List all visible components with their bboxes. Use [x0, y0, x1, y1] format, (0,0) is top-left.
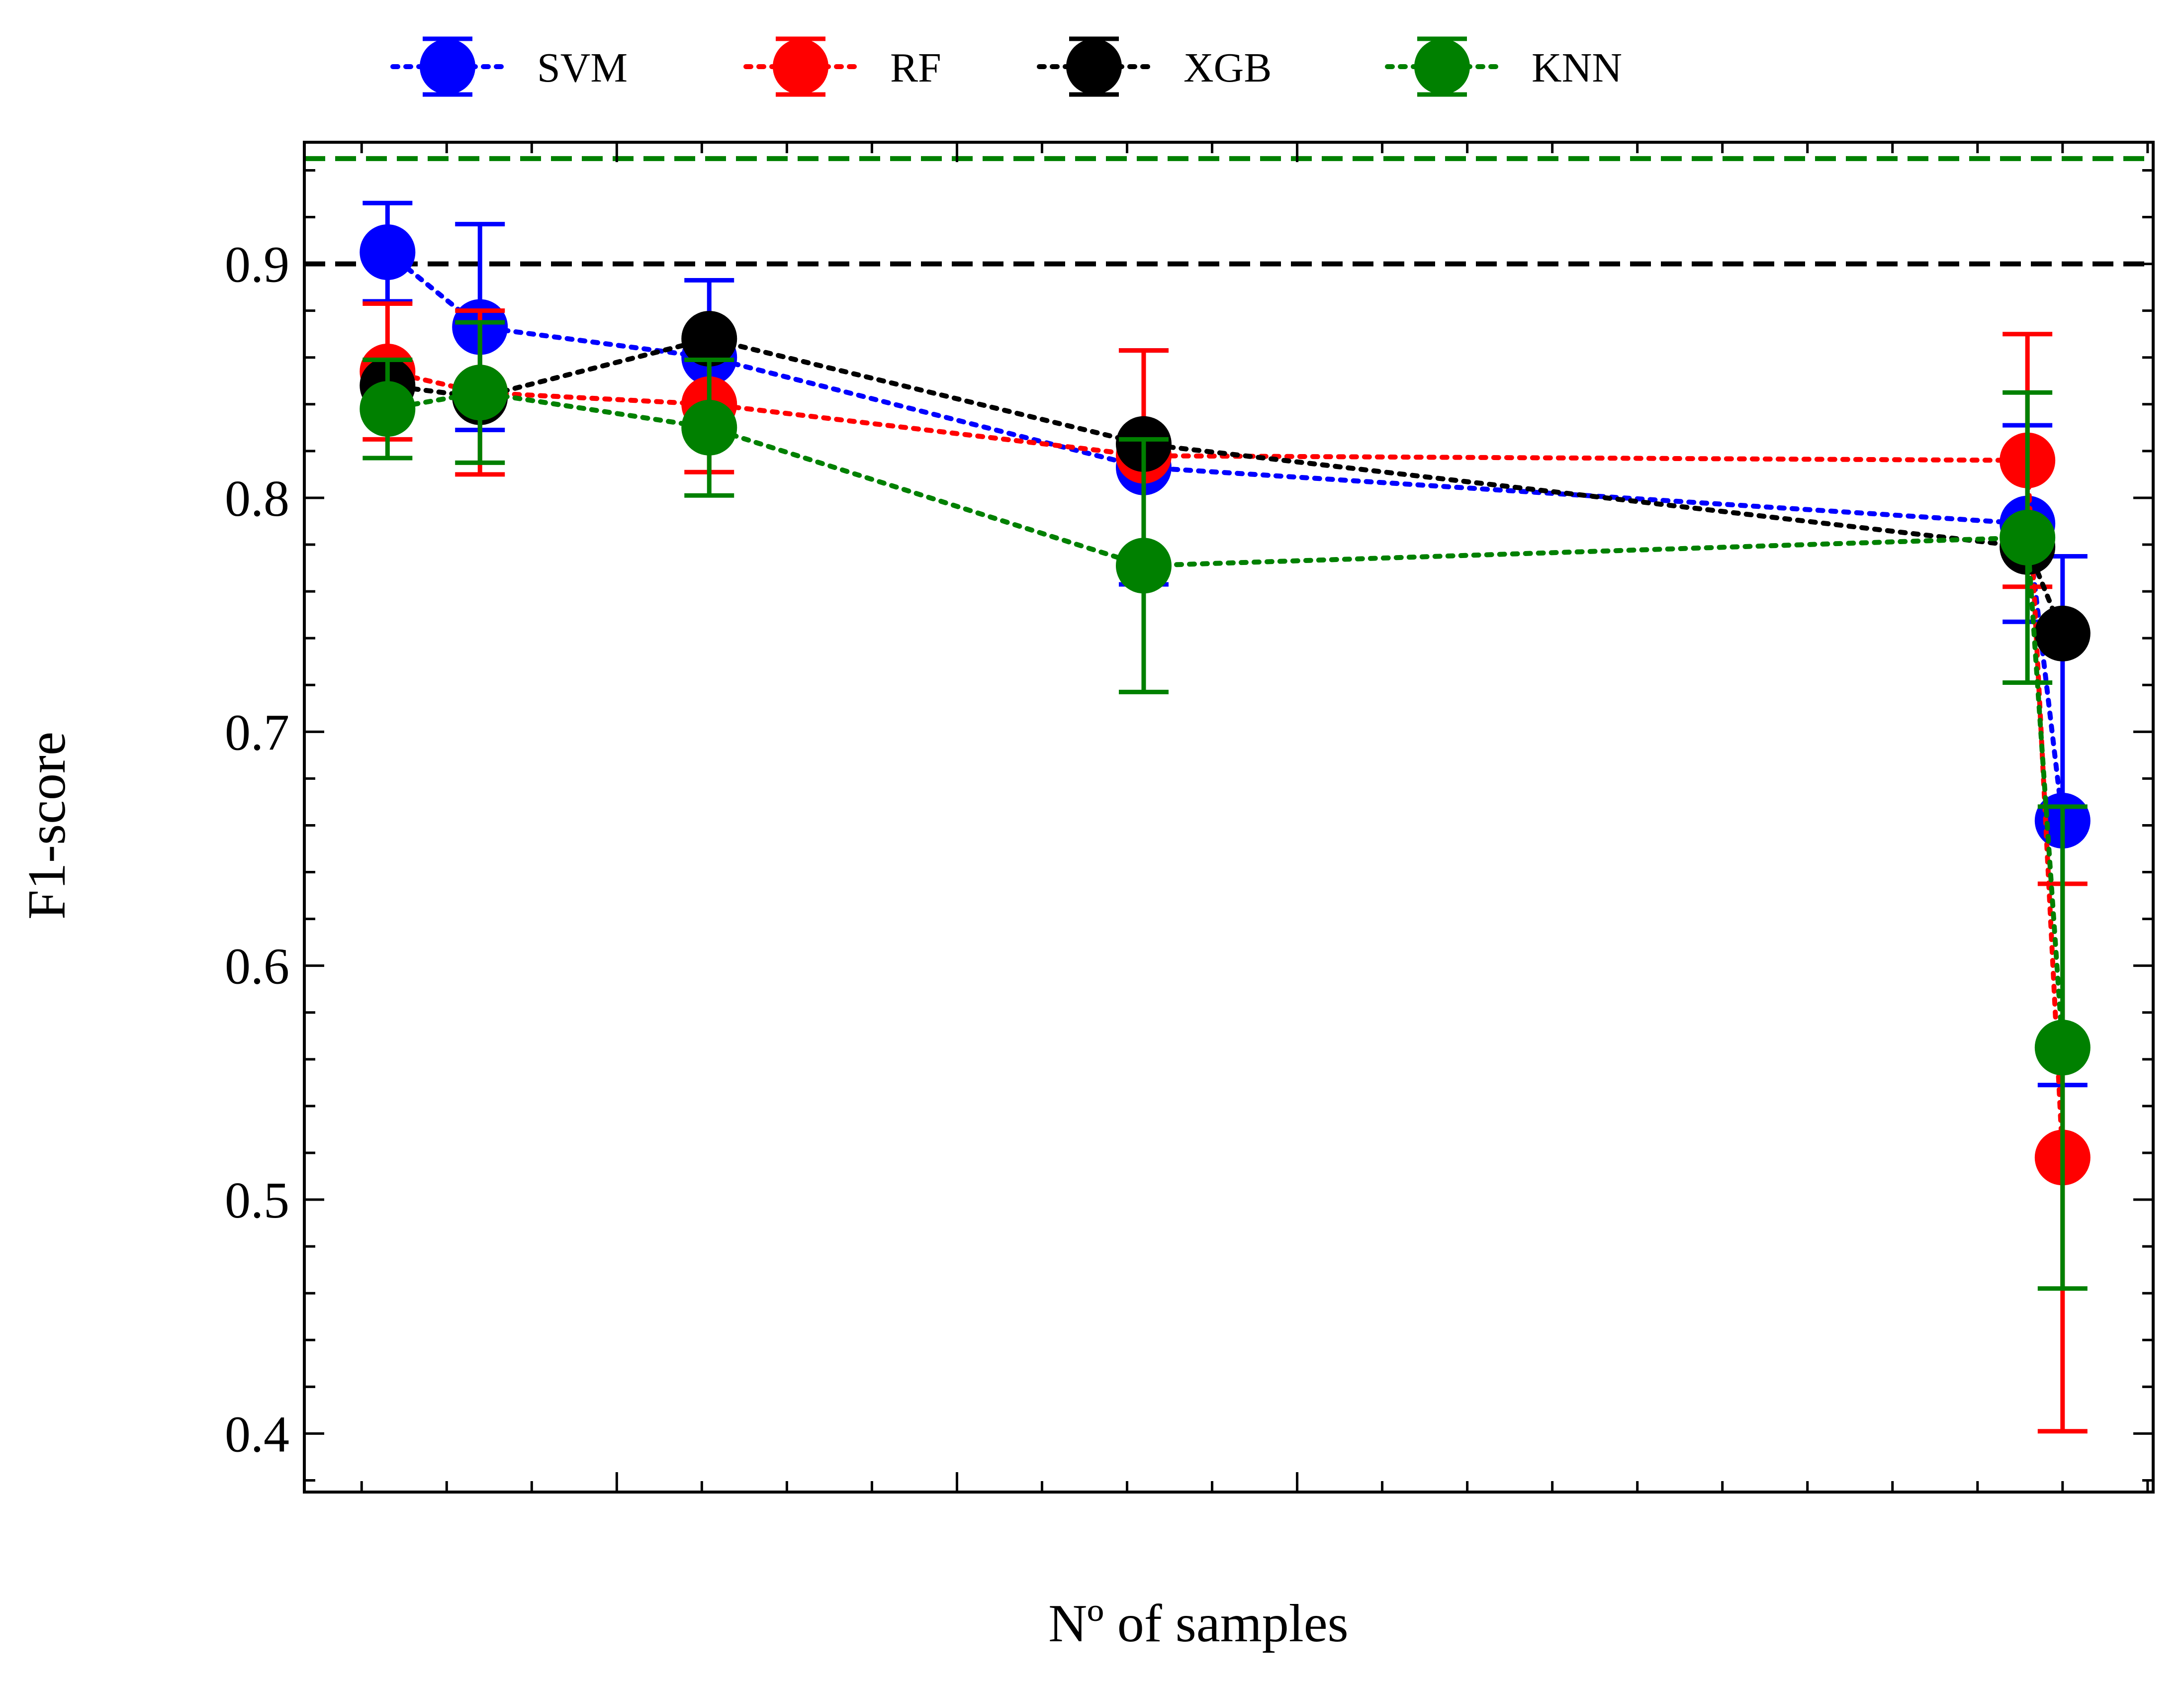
y-tick-label: 0.4: [225, 1406, 289, 1463]
x-axis-label: Nº of samples: [1048, 1594, 1348, 1653]
series-knn: [360, 320, 2091, 1291]
data-point-knn: [452, 365, 508, 421]
legend-marker-svm: [420, 39, 475, 94]
series-line-xgb: [385, 336, 2065, 636]
y-tick-label: 0.6: [225, 938, 289, 995]
data-point-knn: [1115, 538, 1172, 594]
data-point-xgb: [681, 311, 737, 367]
legend-item-knn: KNN: [1385, 36, 1622, 97]
legend-marker-knn: [1414, 39, 1470, 94]
plot-area: 0.4 0.5 0.6 0.7 0.8 0.9: [225, 141, 2155, 1494]
legend-item-rf: RF: [743, 36, 941, 97]
legend-label-svm: SVM: [537, 45, 628, 91]
data-point-svm: [360, 224, 416, 281]
legend-label-rf: RF: [890, 45, 941, 91]
y-tick-label: 0.5: [225, 1172, 289, 1229]
legend-marker-xgb: [1066, 39, 1122, 94]
legend-label-knn: KNN: [1532, 45, 1622, 91]
y-tick-label: 0.9: [225, 236, 289, 293]
data-point-knn: [2000, 509, 2056, 565]
y-tick-label: 0.7: [225, 704, 289, 761]
plot-frame: [303, 141, 2155, 1494]
legend-item-xgb: XGB: [1037, 36, 1272, 97]
y-tick-label: 0.8: [225, 470, 289, 527]
legend-label-xgb: XGB: [1183, 45, 1272, 91]
data-point-knn: [360, 381, 416, 437]
series-line-knn: [385, 390, 2065, 1050]
series-svm: [360, 200, 2091, 1088]
y-axis-label: F1-score: [17, 732, 77, 920]
series-xgb: [360, 311, 2091, 661]
legend: SVM RF XGB KNN: [390, 36, 1622, 97]
legend-item-svm: SVM: [390, 36, 628, 97]
series-line-svm: [385, 250, 2065, 824]
data-point-knn: [2034, 1020, 2091, 1076]
legend-marker-rf: [773, 39, 828, 94]
data-point-xgb: [2034, 605, 2091, 661]
series-line-rf: [385, 369, 2065, 1160]
data-point-knn: [681, 399, 737, 456]
